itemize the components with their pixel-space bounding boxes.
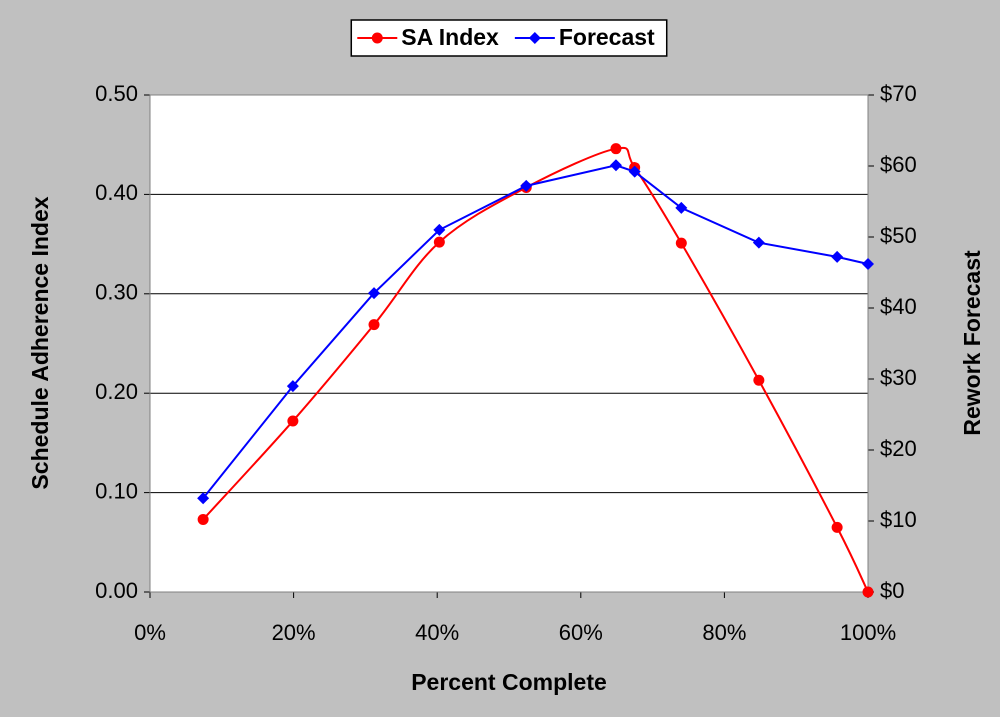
diamond-marker: [368, 287, 381, 300]
x-tick-label: 60%: [559, 620, 603, 645]
diamond-marker: [197, 492, 210, 505]
circle-marker: [610, 143, 622, 155]
diamond-marker: [286, 380, 299, 393]
diamond-marker: [752, 236, 765, 249]
circle-marker: [753, 374, 765, 386]
y-tick-label: 0.40: [95, 180, 138, 205]
y2-tick-label: $50: [880, 223, 917, 248]
diamond-marker: [433, 223, 446, 236]
circle-marker: [831, 521, 843, 533]
diamond-marker: [520, 179, 533, 192]
circle-marker: [433, 236, 445, 248]
y2-tick-label: $70: [880, 81, 917, 106]
x-tick-label: 20%: [272, 620, 316, 645]
circle-marker: [197, 513, 209, 525]
x-tick-label: 80%: [702, 620, 746, 645]
legend-marker: [371, 32, 383, 44]
y-tick-label: 0.30: [95, 280, 138, 305]
x-tick-label: 100%: [840, 620, 896, 645]
x-axis-title: Percent Complete: [411, 669, 607, 695]
x-tick-label: 0%: [134, 620, 166, 645]
y2-tick-label: $0: [880, 578, 904, 603]
diamond-marker: [675, 201, 688, 214]
legend-box: [350, 19, 668, 57]
legend-label: Forecast: [559, 24, 655, 50]
legend-marker: [528, 32, 541, 44]
y2-tick-label: $30: [880, 365, 917, 390]
legend-label: SA Index: [401, 24, 499, 50]
y2-axis-title: Rework Forecast: [959, 250, 985, 436]
y2-tick-label: $20: [880, 436, 917, 461]
plot-area: [150, 95, 868, 592]
circle-marker: [862, 586, 874, 598]
diamond-marker: [862, 257, 874, 270]
y-tick-label: 0.50: [95, 81, 138, 106]
y-tick-label: 0.10: [95, 478, 138, 503]
y-tick-label: 0.20: [95, 379, 138, 404]
diamond-marker: [609, 159, 622, 172]
y-axis-title: Schedule Adherence Index: [27, 196, 53, 489]
y2-tick-label: $40: [880, 294, 917, 319]
y2-tick-label: $10: [880, 507, 917, 532]
circle-marker: [675, 237, 687, 249]
x-tick-label: 40%: [415, 620, 459, 645]
legend: SA Index Forecast: [350, 19, 668, 57]
circle-marker: [287, 415, 299, 427]
y-tick-label: 0.00: [95, 578, 138, 603]
diamond-marker: [628, 165, 641, 178]
y2-tick-label: $60: [880, 152, 917, 177]
diamond-marker: [831, 250, 844, 263]
plot-border: [149, 94, 869, 593]
circle-marker: [368, 319, 380, 331]
